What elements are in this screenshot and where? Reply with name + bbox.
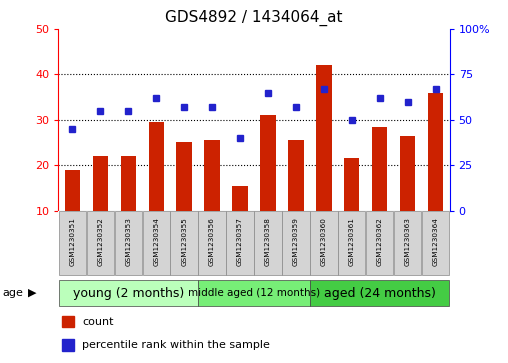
FancyBboxPatch shape [115, 211, 142, 275]
FancyBboxPatch shape [227, 211, 253, 275]
Text: GSM1230355: GSM1230355 [181, 217, 187, 266]
Bar [148, 122, 164, 211]
Bar [400, 136, 416, 211]
Text: GSM1230357: GSM1230357 [237, 217, 243, 266]
Bar [204, 140, 220, 211]
FancyBboxPatch shape [87, 211, 114, 275]
Text: age: age [3, 288, 23, 298]
Bar [344, 158, 360, 211]
Bar [92, 156, 108, 211]
Text: percentile rank within the sample: percentile rank within the sample [82, 340, 270, 350]
Text: GSM1230360: GSM1230360 [321, 217, 327, 266]
FancyBboxPatch shape [366, 211, 393, 275]
Bar [372, 127, 388, 211]
Bar [260, 115, 276, 211]
Text: GSM1230353: GSM1230353 [125, 217, 131, 266]
Text: GSM1230359: GSM1230359 [293, 217, 299, 266]
Text: middle aged (12 months): middle aged (12 months) [188, 288, 320, 298]
Text: ▶: ▶ [28, 288, 37, 298]
FancyBboxPatch shape [171, 211, 198, 275]
Text: GSM1230356: GSM1230356 [209, 217, 215, 266]
FancyBboxPatch shape [282, 211, 309, 275]
FancyBboxPatch shape [310, 280, 449, 306]
Text: aged (24 months): aged (24 months) [324, 287, 436, 299]
FancyBboxPatch shape [199, 280, 309, 306]
Bar [316, 65, 332, 211]
Text: GSM1230358: GSM1230358 [265, 217, 271, 266]
Bar [176, 142, 192, 211]
Text: GSM1230352: GSM1230352 [98, 217, 103, 266]
Text: GSM1230351: GSM1230351 [70, 217, 75, 266]
Text: GSM1230362: GSM1230362 [377, 217, 383, 266]
Bar [428, 93, 443, 211]
Text: young (2 months): young (2 months) [73, 287, 184, 299]
Text: GSM1230363: GSM1230363 [405, 217, 410, 266]
FancyBboxPatch shape [394, 211, 421, 275]
Text: GSM1230364: GSM1230364 [433, 217, 438, 266]
FancyBboxPatch shape [59, 280, 198, 306]
FancyBboxPatch shape [199, 211, 226, 275]
Text: GSM1230361: GSM1230361 [349, 217, 355, 266]
FancyBboxPatch shape [143, 211, 170, 275]
Bar [65, 170, 80, 211]
Bar [120, 156, 136, 211]
FancyBboxPatch shape [422, 211, 449, 275]
Title: GDS4892 / 1434064_at: GDS4892 / 1434064_at [165, 10, 343, 26]
FancyBboxPatch shape [59, 211, 86, 275]
Bar [62, 339, 74, 351]
FancyBboxPatch shape [338, 211, 365, 275]
FancyBboxPatch shape [255, 211, 281, 275]
Text: count: count [82, 317, 113, 327]
Bar [62, 315, 74, 327]
Bar [288, 140, 304, 211]
Text: GSM1230354: GSM1230354 [153, 217, 159, 266]
FancyBboxPatch shape [310, 211, 337, 275]
Bar [232, 185, 248, 211]
